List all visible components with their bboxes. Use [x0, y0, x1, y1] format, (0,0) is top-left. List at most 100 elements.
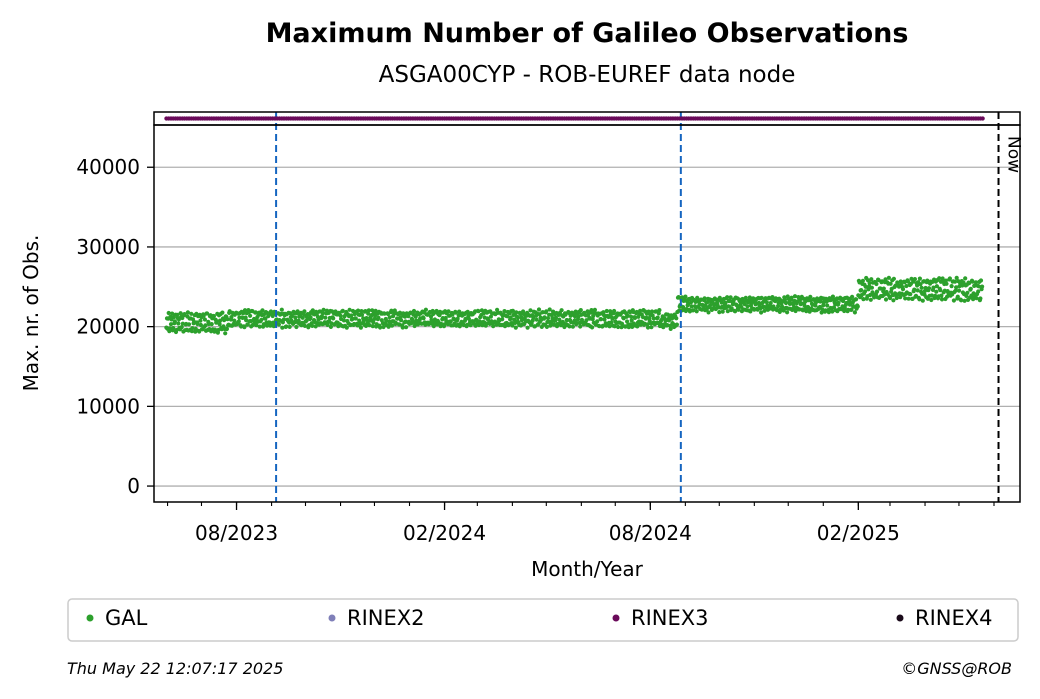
x-tick-label: 08/2023 — [195, 521, 278, 545]
gal-point — [947, 276, 953, 281]
gal-point — [894, 295, 899, 301]
gal-point — [518, 311, 523, 317]
gal-point — [578, 308, 583, 313]
gal-point — [725, 309, 730, 314]
gal-point — [607, 324, 612, 329]
gal-point — [376, 315, 381, 320]
gal-point — [245, 322, 250, 327]
gal-point — [629, 318, 634, 323]
gal-point — [860, 278, 866, 283]
gal-point — [378, 325, 383, 330]
gal-point — [223, 331, 228, 336]
gal-point — [869, 277, 874, 282]
gal-point — [295, 309, 300, 314]
legend-marker — [612, 614, 620, 622]
gal-point — [325, 322, 330, 327]
gal-point — [468, 323, 473, 328]
gal-point — [491, 324, 496, 329]
legend-marker — [86, 614, 94, 622]
gal-point — [863, 284, 868, 289]
reference-lines — [275, 112, 1000, 502]
gal-point — [217, 322, 222, 327]
gal-point — [590, 317, 595, 322]
gal-point — [400, 325, 405, 330]
y-tick-label: 0 — [127, 474, 140, 498]
x-tick-label: 02/2025 — [817, 521, 900, 545]
legend-label: RINEX2 — [347, 606, 425, 630]
gal-point — [906, 296, 911, 301]
gal-point — [220, 310, 225, 315]
gal-point — [764, 300, 769, 305]
gal-point — [293, 315, 298, 320]
gal-point — [404, 325, 409, 330]
gal-point — [933, 293, 938, 298]
gal-point — [455, 316, 460, 321]
gal-point — [544, 324, 550, 329]
legend-marker — [328, 614, 336, 622]
gal-point — [244, 318, 249, 323]
gal-point — [300, 315, 305, 320]
gal-point — [867, 280, 872, 286]
gal-point — [931, 285, 936, 290]
gal-point — [776, 303, 781, 309]
gal-point — [358, 325, 363, 330]
gal-point — [321, 307, 326, 312]
gal-point — [708, 303, 713, 308]
gal-point — [573, 314, 578, 319]
gal-point — [610, 316, 615, 321]
gal-point — [287, 324, 292, 329]
gal-point — [547, 307, 552, 312]
gal-point — [888, 281, 893, 286]
gal-point — [904, 283, 909, 289]
gal-point — [448, 319, 453, 324]
gal-point — [544, 309, 549, 314]
gal-point — [929, 293, 934, 298]
gal-point — [819, 310, 824, 315]
gal-point — [190, 326, 195, 331]
gal-point — [508, 315, 513, 320]
gal-point — [912, 287, 917, 292]
gal-point — [166, 310, 171, 316]
gal-point — [212, 327, 218, 332]
gal-point — [689, 304, 694, 309]
gal-point — [577, 320, 582, 325]
gal-point — [328, 324, 333, 329]
gal-point — [874, 281, 879, 287]
rinex3-strip — [164, 116, 985, 121]
gal-point — [785, 310, 790, 315]
gal-point — [855, 304, 860, 309]
gal-point — [371, 320, 376, 325]
gal-point — [510, 323, 515, 328]
gal-point — [976, 284, 981, 289]
gal-point — [804, 309, 809, 314]
gal-point — [389, 323, 395, 328]
y-axis-ticks: 0 10000 20000 30000 40000 — [76, 155, 154, 498]
gal-point — [457, 309, 462, 314]
gal-point — [906, 279, 911, 284]
gal-point — [609, 320, 614, 325]
gal-point — [951, 298, 957, 303]
gal-point — [439, 321, 444, 326]
gal-point — [954, 275, 959, 280]
gal-point — [525, 325, 530, 330]
gal-point — [423, 307, 428, 312]
gal-point — [691, 308, 696, 313]
gal-point — [854, 297, 859, 302]
gal-point — [612, 308, 617, 314]
gal-point — [939, 297, 945, 302]
gal-point — [370, 324, 375, 329]
gal-point — [584, 318, 589, 323]
gal-point — [257, 324, 262, 329]
legend-label: GAL — [105, 606, 148, 630]
gal-point — [465, 322, 470, 327]
gal-point — [967, 281, 972, 286]
gal-point — [616, 324, 621, 330]
now-label: Now — [1004, 136, 1024, 173]
gal-point — [606, 314, 611, 320]
gal-point — [281, 317, 287, 322]
gal-point — [980, 284, 985, 289]
gal-point — [703, 303, 708, 308]
gal-point — [479, 308, 484, 313]
gal-point — [940, 276, 945, 281]
gal-point — [937, 276, 942, 281]
